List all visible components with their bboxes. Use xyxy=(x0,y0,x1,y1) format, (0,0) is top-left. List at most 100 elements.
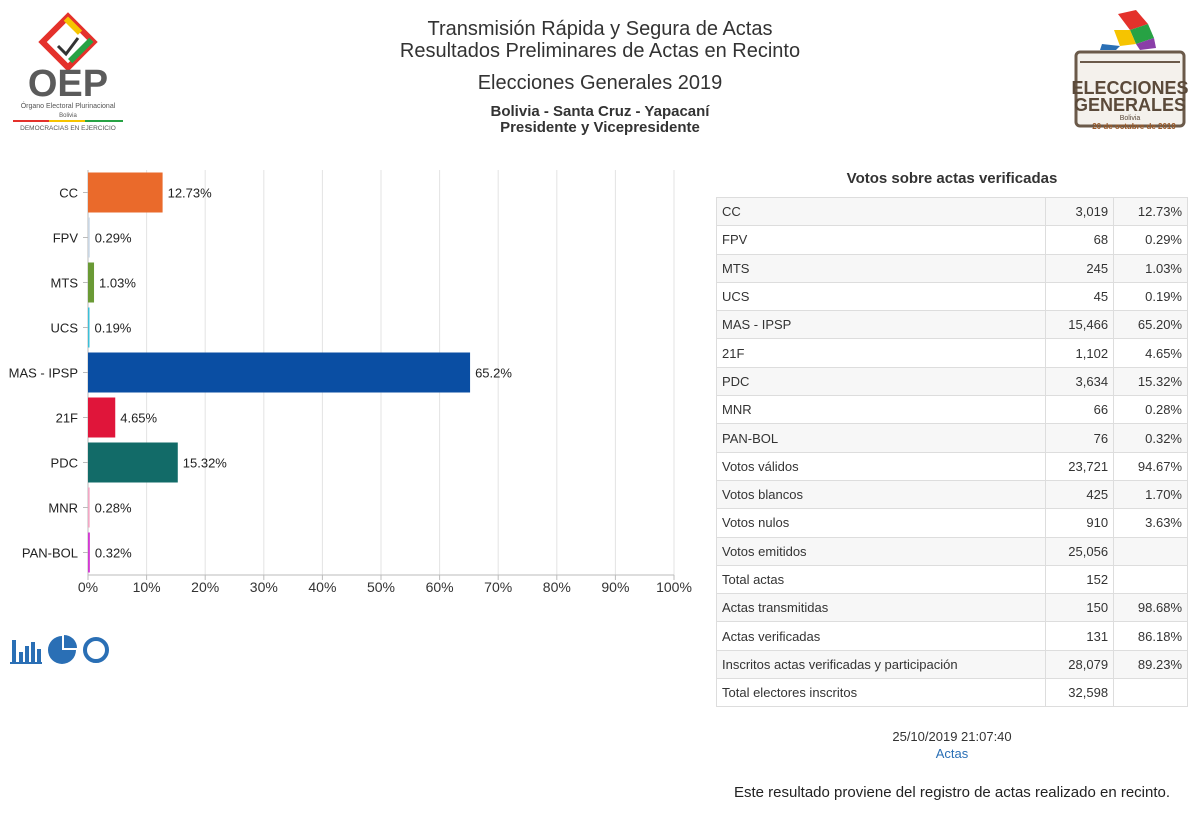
table-row: Total actas 152 xyxy=(715,564,1188,595)
table-cell-votes: 131 xyxy=(1045,621,1115,651)
eg-logo-line1: ELECCIONES xyxy=(1071,78,1188,98)
table-cell-name: Votos nulos xyxy=(715,508,1047,538)
data-label: 4.65% xyxy=(120,411,157,426)
x-tick-label: 10% xyxy=(133,579,161,595)
table-cell-name: MAS - IPSP xyxy=(715,310,1047,340)
table-cell-percent: 98.68% xyxy=(1113,593,1188,623)
pie-chart-icon[interactable] xyxy=(46,634,78,666)
category-label: MAS - IPSP xyxy=(9,366,78,381)
table-cell-name: FPV xyxy=(715,225,1047,255)
table-cell-percent: 0.29% xyxy=(1113,225,1188,255)
category-label: PAN-BOL xyxy=(22,546,78,561)
table-cell-votes: 150 xyxy=(1045,593,1115,623)
table-cell-name: UCS xyxy=(715,281,1047,312)
table-cell-votes: 1,102 xyxy=(1045,338,1115,368)
bar-chart-svg: 0% 10% 20% 30% 40% 50% 60% 70% 80% 90% 100% CC 12.73… xyxy=(9,170,692,595)
bar-mts[interactable] xyxy=(88,262,95,303)
results-footnote: Este resultado proviene del registro de … xyxy=(733,784,1171,801)
bar-21f[interactable] xyxy=(88,397,116,438)
donut-chart-icon[interactable] xyxy=(80,634,112,666)
header-office: Presidente y Vicepresidente xyxy=(500,119,700,136)
data-label: 12.73% xyxy=(168,186,213,201)
category-label: MTS xyxy=(51,276,79,291)
category-label: CC xyxy=(59,186,78,201)
table-cell-percent: 12.73% xyxy=(1113,196,1188,227)
bar-fpv[interactable] xyxy=(88,217,90,258)
bar-chart-icon[interactable] xyxy=(10,634,42,666)
bar-ucs[interactable] xyxy=(88,307,90,348)
table-cell-name: Votos emitidos xyxy=(715,536,1047,566)
table-row: Votos válidos 23,721 94.67% xyxy=(715,451,1188,481)
update-timestamp: 25/10/2019 21:07:40 xyxy=(892,729,1012,744)
table-cell-votes: 23,721 xyxy=(1045,451,1115,481)
table-cell-name: Inscritos actas verificadas y participac… xyxy=(715,649,1047,680)
table-cell-percent: 0.32% xyxy=(1113,423,1188,453)
bar-cc[interactable] xyxy=(88,172,163,213)
table-cell-votes: 25,056 xyxy=(1045,536,1115,566)
table-cell-percent: 3.63% xyxy=(1113,508,1188,538)
header-title-line1: Transmisión Rápida y Segura de Actas xyxy=(427,18,773,40)
logo-diamond-green xyxy=(68,37,94,64)
table-cell-name: Actas transmitidas xyxy=(715,593,1047,623)
table-cell-percent: 1.70% xyxy=(1113,479,1188,510)
table-cell-votes: 45 xyxy=(1045,281,1115,312)
bar-mnr[interactable] xyxy=(88,487,90,528)
x-tick-label: 90% xyxy=(601,579,629,595)
x-tick-label: 20% xyxy=(191,579,219,595)
table-cell-votes: 15,466 xyxy=(1045,310,1115,340)
table-row: Total electores inscritos 32,598 xyxy=(715,678,1188,708)
eg-logo-line3: Bolivia xyxy=(1120,115,1141,122)
table-row: PAN-BOL 76 0.32% xyxy=(715,423,1188,453)
category-label: PDC xyxy=(51,456,78,471)
bar-pdc[interactable] xyxy=(88,442,178,483)
elecciones-generales-logo: ELECCIONES GENERALES Bolivia 20 de octub… xyxy=(1071,10,1189,131)
table-cell-name: MTS xyxy=(715,253,1047,283)
chart-type-toolbar xyxy=(10,634,110,666)
category-label: MNR xyxy=(48,501,78,516)
category-label: FPV xyxy=(53,231,79,246)
table-cell-name: Votos válidos xyxy=(715,451,1047,481)
table-cell-percent: 94.67% xyxy=(1113,451,1188,481)
category-label: UCS xyxy=(51,321,79,336)
actas-link[interactable]: Actas xyxy=(935,746,969,761)
table-row: Inscritos actas verificadas y participac… xyxy=(715,649,1188,680)
data-label: 65.2% xyxy=(475,366,512,381)
header-title-line2: Resultados Preliminares de Actas en Reci… xyxy=(399,40,801,62)
bar-pan-bol[interactable] xyxy=(88,532,90,573)
table-row: MNR 66 0.28% xyxy=(715,395,1188,425)
oep-logo-sub3: DEMOCRACIAS EN EJERCICIO xyxy=(20,125,116,132)
table-cell-name: Votos blancos xyxy=(715,479,1047,510)
x-tick-label: 40% xyxy=(308,579,336,595)
results-table: CC 3,019 12.73% FPV 68 0.29% MTS 245 1.03% UCS 45 0… xyxy=(715,196,1188,708)
table-row: CC 3,019 12.73% xyxy=(715,196,1188,227)
data-label: 0.19% xyxy=(95,321,132,336)
header-titles: Transmisión Rápida y Segura de Actas Res… xyxy=(300,18,900,136)
logo-ballot-box xyxy=(1074,50,1186,128)
oep-logo: OEP Órgano Electoral Plurinacional Boliv… xyxy=(13,12,123,132)
logo-stripe-red xyxy=(13,120,49,122)
table-cell-name: PDC xyxy=(715,366,1047,397)
x-tick-label: 0% xyxy=(78,579,98,595)
table-cell-percent: 86.18% xyxy=(1113,621,1188,651)
table-cell-name: Total actas xyxy=(715,564,1047,595)
table-cell-votes: 68 xyxy=(1045,225,1115,255)
table-cell-votes: 28,079 xyxy=(1045,649,1115,680)
bar-mas-ipsp[interactable] xyxy=(88,352,471,393)
table-cell-name: PAN-BOL xyxy=(715,423,1047,453)
table-cell-percent: 89.23% xyxy=(1113,649,1188,680)
x-tick-label: 80% xyxy=(543,579,571,595)
table-cell-name: 21F xyxy=(715,338,1047,368)
table-row: PDC 3,634 15.32% xyxy=(715,366,1188,397)
logo-check-mark xyxy=(56,37,80,57)
table-row: Votos emitidos 25,056 xyxy=(715,536,1188,566)
x-tick-label: 60% xyxy=(426,579,454,595)
table-row: FPV 68 0.29% xyxy=(715,225,1188,255)
category-label: 21F xyxy=(56,411,78,426)
x-tick-label: 30% xyxy=(250,579,278,595)
header-election-title: Elecciones Generales 2019 xyxy=(477,72,723,94)
table-cell-percent: 0.19% xyxy=(1113,281,1188,312)
oep-logo-main: OEP xyxy=(28,63,108,105)
oep-logo-sub1: Órgano Electoral Plurinacional xyxy=(21,101,116,110)
table-row: MTS 245 1.03% xyxy=(715,253,1188,283)
table-cell-votes: 76 xyxy=(1045,423,1115,453)
